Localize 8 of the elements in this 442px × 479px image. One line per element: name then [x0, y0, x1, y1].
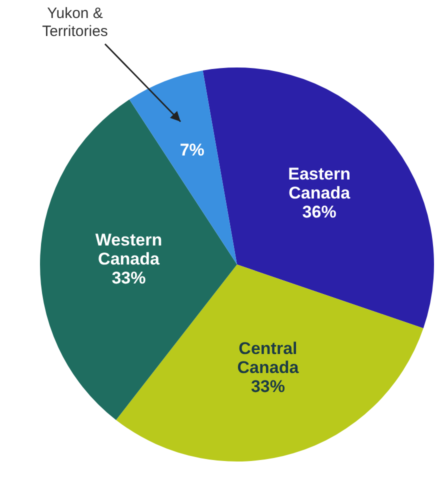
- slice-label: Central Canada: [237, 339, 300, 378]
- slice-label: Eastern Canada: [288, 164, 351, 203]
- data-label: 7%: [180, 140, 204, 160]
- data-label: 33%: [250, 377, 285, 396]
- slice-label: Western Canada: [95, 230, 162, 269]
- data-label: 36%: [302, 202, 336, 222]
- slice-label: Yukon & Territories: [42, 5, 108, 40]
- data-label: 33%: [112, 268, 146, 288]
